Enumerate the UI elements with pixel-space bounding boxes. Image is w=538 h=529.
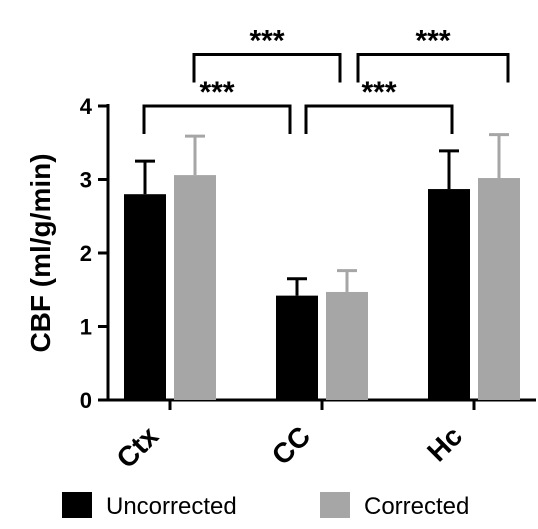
bar [174, 175, 216, 400]
significance-label: *** [249, 25, 284, 58]
legend-swatch [320, 492, 350, 518]
y-tick-label: 1 [80, 315, 92, 340]
legend-label: Uncorrected [106, 493, 237, 520]
significance-bracket [304, 104, 454, 134]
bar [276, 295, 318, 400]
x-tick-label: CC [266, 420, 317, 471]
bar [124, 194, 166, 400]
bar [326, 291, 368, 400]
significance-label: *** [361, 76, 396, 109]
y-tick-label: 2 [80, 241, 92, 266]
y-tick-label: 3 [80, 168, 92, 193]
significance-bracket [142, 104, 292, 134]
significance-bracket [356, 53, 510, 83]
bar [478, 178, 520, 400]
y-tick-label: 4 [80, 94, 93, 119]
significance-bracket [192, 53, 342, 83]
x-tick-label: Hc [421, 420, 468, 467]
x-tick-label: Ctx [110, 420, 164, 474]
y-axis-label: CBF (ml/g/min) [25, 153, 56, 352]
legend-label: Corrected [364, 493, 469, 520]
significance-label: *** [415, 25, 450, 58]
bar [428, 189, 470, 400]
significance-label: *** [199, 76, 234, 109]
legend-swatch [62, 492, 92, 518]
y-tick-label: 0 [80, 388, 92, 413]
